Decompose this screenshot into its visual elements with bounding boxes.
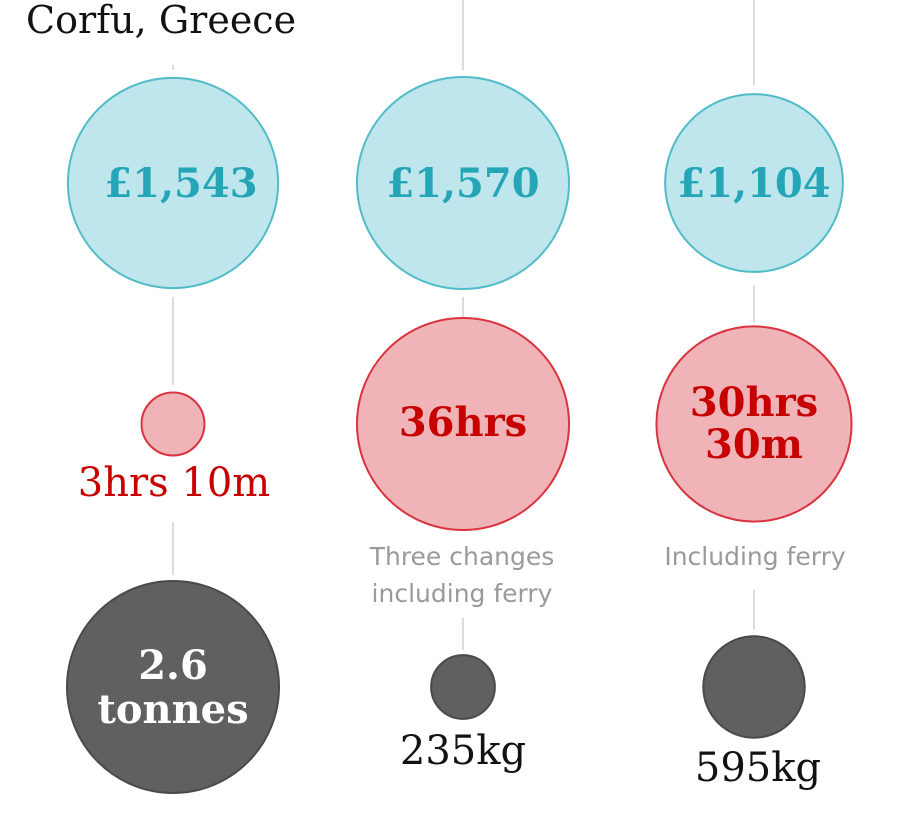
cost-bubble: [664, 93, 844, 273]
time-label-line: 30hrs: [690, 379, 818, 426]
time-label-line: 30m: [705, 421, 803, 468]
co2-bubble: [702, 635, 806, 739]
time-bubble: [140, 391, 206, 457]
co2-label-line: 2.6: [138, 642, 208, 689]
cost-bubble: [66, 76, 280, 290]
cost-label: £1,543: [104, 160, 257, 207]
column-3-co2-label: 595kg: [694, 745, 822, 791]
cost-label: £1,570: [386, 160, 539, 207]
co2-bubble: [66, 580, 280, 794]
co2-bubble: [430, 654, 496, 720]
time-label: 36hrs: [399, 399, 527, 446]
co2-label-line: tonnes: [97, 686, 248, 733]
column-3-note: Including ferry: [664, 542, 846, 571]
time-bubble: [356, 317, 570, 531]
time-bubble: [655, 325, 853, 523]
cost-label: £1,104: [677, 160, 830, 207]
cost-bubble: [356, 76, 570, 290]
chart-title: Corfu, Greece: [26, 0, 297, 42]
column-1-time-label: 3hrs 10m: [77, 460, 271, 506]
column-2-co2-label: 235kg: [399, 728, 527, 774]
column-2-note: Three changes including ferry: [369, 542, 555, 608]
